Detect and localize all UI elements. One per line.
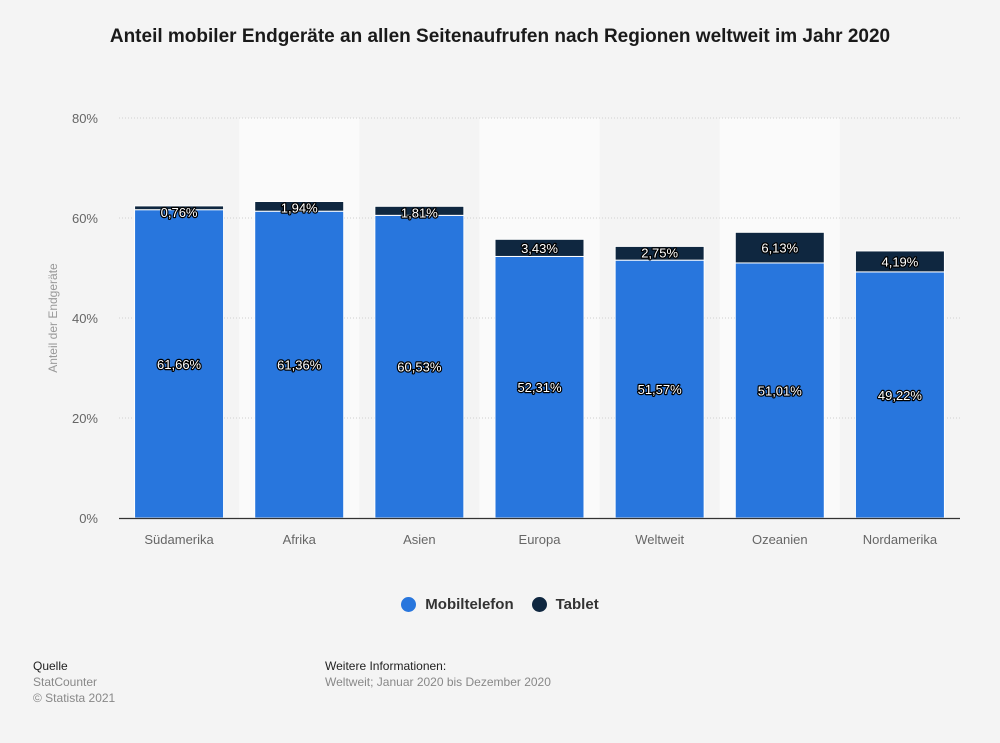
bar-tablet[interactable] xyxy=(374,205,465,216)
value-label: 49,22% xyxy=(878,388,923,403)
x-tick-label: Ozeanien xyxy=(752,532,808,547)
info-heading: Weitere Informationen: xyxy=(325,659,447,673)
value-label: 1,94% xyxy=(281,201,318,216)
bar-mobiltelefon[interactable] xyxy=(134,209,225,519)
value-label: 60,53% xyxy=(397,360,442,375)
info-text: Weltweit; Januar 2020 bis Dezember 2020 xyxy=(325,675,551,689)
value-label: 2,75% xyxy=(641,245,678,260)
bar-tablet[interactable] xyxy=(614,245,705,261)
bar-tablet[interactable] xyxy=(734,231,825,264)
bar-mobiltelefon[interactable] xyxy=(854,271,945,519)
value-labels: 61,66% 0,76% 61,36% 1,94% 60,53% 1,81% 52,31% 3… xyxy=(156,199,924,404)
bars xyxy=(134,201,945,519)
bar-mobiltelefon[interactable] xyxy=(494,255,585,519)
x-tick-label: Nordamerika xyxy=(863,532,938,547)
y-tick-label: 80% xyxy=(72,111,98,126)
source-name[interactable]: StatCounter xyxy=(33,675,98,689)
bar-mobiltelefon[interactable] xyxy=(614,259,705,519)
value-label: 6,13% xyxy=(761,241,798,256)
copyright: © Statista 2021 xyxy=(33,691,116,705)
y-tick-label: 40% xyxy=(72,311,98,326)
value-label: 51,01% xyxy=(758,383,803,398)
y-tick-label: 20% xyxy=(72,411,98,426)
y-tick-label: 0% xyxy=(79,511,98,526)
x-tick-label: Asien xyxy=(403,532,436,547)
info-block: Weitere Informationen: Weltweit; Januar … xyxy=(325,658,551,690)
x-tick-label: Weltweit xyxy=(635,532,684,547)
bar-tablet[interactable] xyxy=(134,205,225,211)
legend-marker-mobiltelefon xyxy=(401,597,417,612)
value-label: 4,19% xyxy=(881,254,918,269)
legend-label-mobiltelefon: Mobiltelefon xyxy=(425,596,514,613)
value-label: 3,43% xyxy=(521,241,558,256)
x-axis-categories: Südamerika Afrika Asien Europa Weltweit Ozean… xyxy=(144,532,938,547)
legend: Mobiltelefon Tablet xyxy=(0,596,1000,613)
chart-title: Anteil mobiler Endgeräte an allen Seiten… xyxy=(109,26,891,47)
value-label: 61,36% xyxy=(277,358,322,373)
y-axis-label: Anteil der Endgeräte xyxy=(46,263,60,373)
legend-item-tablet[interactable]: Tablet xyxy=(531,596,599,613)
value-label: 1,81% xyxy=(401,205,438,220)
x-tick-label: Südamerika xyxy=(144,532,214,547)
legend-item-mobiltelefon[interactable]: Mobiltelefon xyxy=(401,596,514,613)
bar-tablet[interactable] xyxy=(494,238,585,257)
source-heading: Quelle xyxy=(33,659,68,673)
x-tick-label: Europa xyxy=(519,532,562,547)
legend-label-tablet: Tablet xyxy=(555,596,599,613)
legend-marker-tablet xyxy=(531,597,547,612)
bar-tablet[interactable] xyxy=(254,201,345,212)
value-label: 52,31% xyxy=(517,380,562,395)
value-label: 0,76% xyxy=(161,205,198,220)
y-axis-ticks: 0% 20% 40% 60% 80% xyxy=(72,111,98,526)
value-label: 51,57% xyxy=(638,382,683,397)
bar-mobiltelefon[interactable] xyxy=(374,214,465,519)
y-tick-label: 60% xyxy=(72,211,98,226)
x-tick-label: Afrika xyxy=(283,532,317,547)
value-label: 61,66% xyxy=(157,357,202,372)
source-block: Quelle StatCounter © Statista 2021 xyxy=(33,658,115,706)
bar-mobiltelefon[interactable] xyxy=(734,262,825,519)
bar-tablet[interactable] xyxy=(854,250,945,273)
